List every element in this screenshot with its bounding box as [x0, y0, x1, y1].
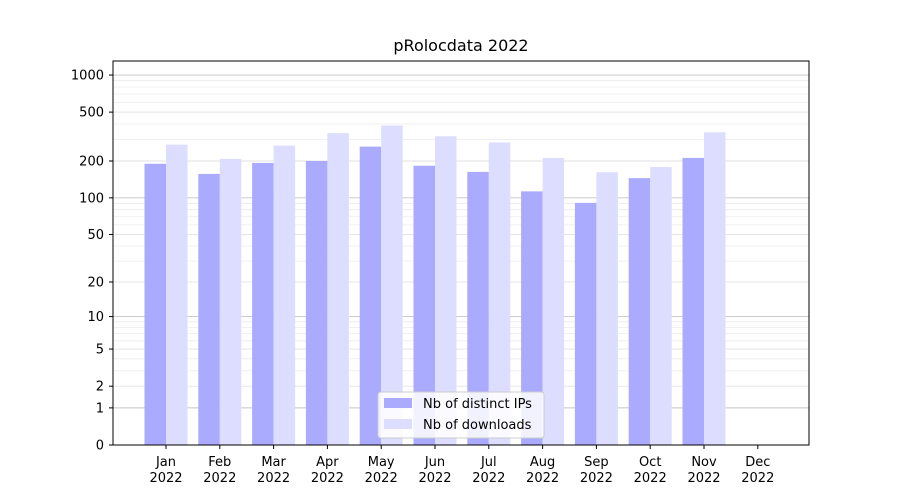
y-tick-label: 0 — [96, 439, 104, 454]
y-tick-label: 2 — [96, 380, 104, 395]
y-tick-label: 1 — [96, 401, 104, 416]
bar-downloads — [596, 172, 618, 445]
chart-title: pRolocdata 2022 — [393, 36, 528, 55]
legend-label: Nb of distinct IPs — [423, 397, 532, 412]
legend-box — [377, 391, 545, 439]
bar-distinct-ips — [574, 202, 597, 445]
x-axis: Jan 2022 Feb 2022 Mar 2022 Apr 2022 May 2022 Jun 20… — [149, 445, 774, 486]
x-tick-label: Mar 2022 — [257, 455, 290, 486]
bar-downloads — [650, 166, 672, 445]
y-tick-label: 10 — [87, 310, 104, 325]
x-tick-label: Sep 2022 — [580, 455, 613, 486]
x-tick-label: Oct 2022 — [634, 455, 667, 486]
legend-label: Nb of downloads — [423, 418, 532, 433]
legend-swatch — [384, 398, 412, 408]
y-tick-label: 100 — [79, 191, 104, 206]
bar-distinct-ips — [682, 157, 704, 445]
plot-frame — [112, 60, 810, 446]
y-tick-label: 200 — [79, 155, 104, 170]
x-tick-label: Feb 2022 — [203, 455, 236, 486]
x-tick-label: Dec 2022 — [741, 455, 774, 486]
x-tick-label: Jul 2022 — [472, 455, 505, 486]
y-tick-label: 500 — [79, 106, 104, 121]
bar-distinct-ips — [252, 162, 274, 445]
bar-downloads — [219, 158, 242, 445]
x-tick-label: Nov 2022 — [687, 455, 720, 486]
y-tick-label: 5 — [96, 343, 104, 358]
x-tick-label: Jan 2022 — [149, 455, 182, 486]
bar-downloads — [704, 132, 726, 446]
y-tick-label: 20 — [87, 275, 104, 290]
bar-downloads — [542, 157, 565, 445]
bar-distinct-ips — [305, 161, 328, 445]
x-tick-label: Aug 2022 — [526, 455, 559, 486]
y-tick-label: 1000 — [71, 69, 104, 84]
bars — [144, 125, 726, 446]
bar-downloads — [488, 142, 511, 445]
bar-distinct-ips — [467, 171, 489, 445]
bar-distinct-ips — [144, 163, 166, 445]
bar-distinct-ips — [628, 178, 651, 446]
bar-downloads — [327, 133, 349, 446]
y-axis: 0 1 2 5 10 20 50 100 200 500 1000 — [71, 69, 113, 454]
legend-swatch — [384, 419, 412, 429]
bar-downloads — [381, 125, 403, 446]
bar-downloads — [435, 136, 457, 445]
y-tick-label: 50 — [87, 228, 104, 243]
bar-downloads — [273, 145, 296, 445]
bar-distinct-ips — [413, 165, 435, 445]
bar-downloads — [166, 144, 188, 445]
legend: Nb of distinct IPs Nb of downloads — [377, 391, 545, 439]
x-tick-label: Jun 2022 — [418, 455, 451, 486]
x-tick-label: May 2022 — [365, 455, 398, 486]
bar-distinct-ips — [521, 191, 543, 445]
bar-distinct-ips — [198, 173, 220, 445]
x-tick-label: Apr 2022 — [311, 455, 344, 486]
bar-distinct-ips — [359, 146, 382, 445]
